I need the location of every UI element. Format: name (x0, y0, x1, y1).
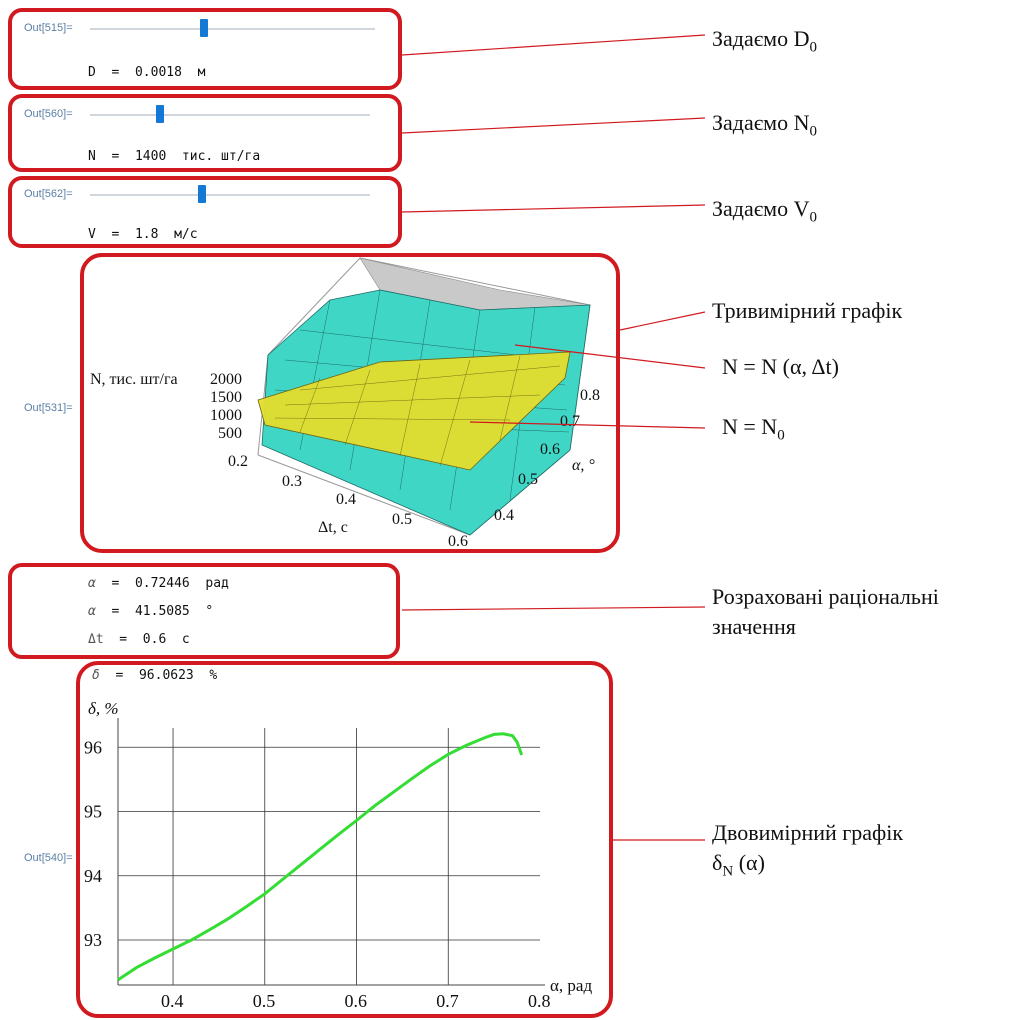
plot3d-plane (257, 351, 571, 471)
slider-track-d[interactable] (90, 28, 375, 30)
plot3d-plane-mesh (274, 355, 561, 467)
slider-frame-v (8, 176, 402, 248)
out-label: Out[540]= (24, 852, 73, 864)
result-delta-t: Δt = 0.6 с (88, 632, 190, 647)
annotation-2d-func: δN (α) (712, 850, 765, 880)
plot3d-ztick: 2000 (210, 371, 242, 388)
plot3d-xtick: 0.5 (392, 511, 412, 528)
plot3d-xtick: 0.4 (336, 491, 356, 508)
plot2d-frame (76, 661, 613, 1018)
out-label: Out[515]= (24, 22, 73, 34)
plot3d-ytick: 0.4 (494, 507, 514, 524)
slider-value-v: V = 1.8 м/с (88, 227, 198, 242)
slider-thumb-n[interactable] (156, 105, 164, 123)
plot3d-xtick: 0.2 (228, 453, 248, 470)
slider-track-n[interactable] (90, 114, 370, 116)
annotation-results-1: Розраховані раціональні (712, 584, 939, 609)
result-alpha-deg: α = 41.5085 ° (88, 604, 214, 619)
annotation-plane: N = N0 (722, 414, 785, 444)
slider-value-n: N = 1400 тис. шт/га (88, 149, 261, 164)
slider-value-d: D = 0.0018 м (88, 65, 206, 80)
slider-frame-n (8, 94, 402, 172)
plot3d-xtick: 0.6 (448, 533, 468, 550)
slider-thumb-d[interactable] (200, 19, 208, 37)
result-alpha-rad: α = 0.72446 рад (88, 576, 229, 591)
out-label: Out[562]= (24, 188, 73, 200)
annotation-2d-title: Двовимірний графік (712, 820, 904, 845)
plot3d-ztick: 1000 (210, 407, 242, 424)
annotation-d: Задаємо D0 (712, 26, 817, 56)
annotation-3d-title: Тривимірний графік (712, 298, 903, 323)
plot3d-xlabel: Δt, с (318, 519, 348, 536)
annotation-leaders (401, 34, 706, 841)
annotation-v: Задаємо V0 (712, 196, 817, 226)
plot3d-ytick: 0.7 (560, 413, 580, 430)
annotation-surface: N = N (α, Δt) (722, 354, 839, 379)
plot3d-ytick: 0.6 (540, 441, 560, 458)
results-frame (8, 563, 400, 659)
slider-frame-d (8, 8, 402, 90)
annotation-n: Задаємо N0 (712, 110, 817, 140)
annotation-results-2: значення (712, 614, 796, 639)
out-label: Out[560]= (24, 108, 73, 120)
plot3d-ztick: 500 (218, 425, 242, 442)
plot3d-ytick: 0.5 (518, 471, 538, 488)
plot3d-ylabel: α, ° (572, 457, 595, 474)
slider-thumb-v[interactable] (198, 185, 206, 203)
out-label: Out[531]= (24, 402, 73, 414)
plot3d-frame (80, 253, 620, 553)
delta-readout: δ = 96.0623 % (92, 668, 218, 683)
slider-track-v[interactable] (90, 194, 370, 196)
plot3d-ztick: 1500 (210, 389, 242, 406)
plot3d-xtick: 0.3 (282, 473, 302, 490)
plot3d-zlabel: N, тис. шт/га (90, 371, 178, 388)
plot3d-ytick: 0.8 (580, 387, 600, 404)
